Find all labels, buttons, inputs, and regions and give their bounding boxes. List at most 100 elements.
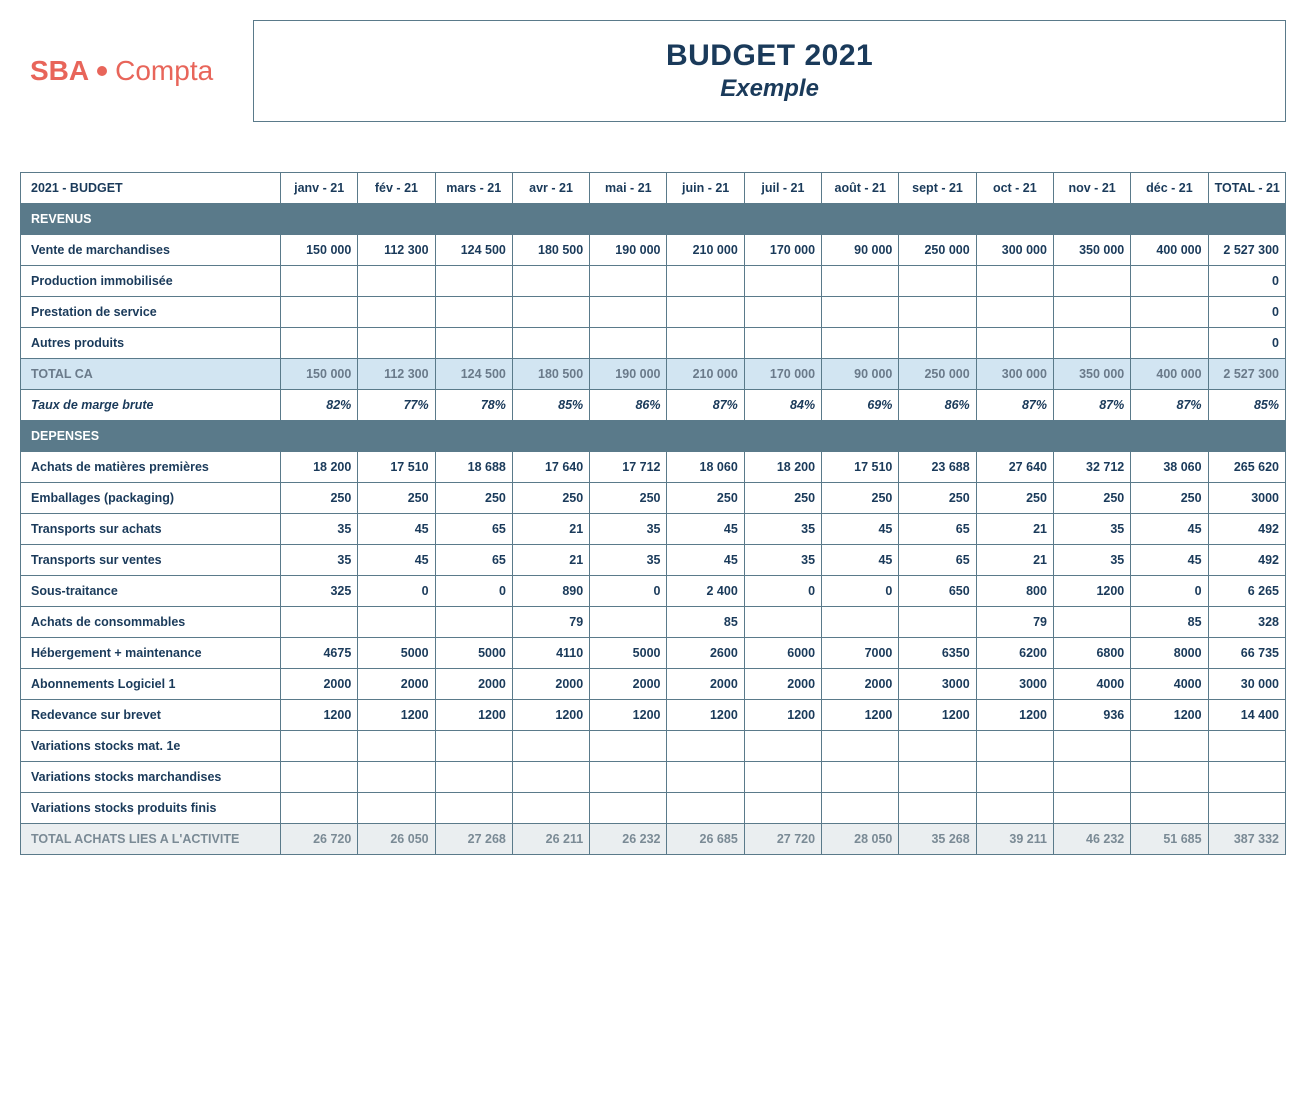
cell: 265 620 bbox=[1208, 452, 1285, 483]
cell bbox=[1053, 762, 1130, 793]
cell: 65 bbox=[435, 514, 512, 545]
cell bbox=[435, 266, 512, 297]
cell bbox=[512, 297, 589, 328]
cell bbox=[822, 421, 899, 452]
cell bbox=[899, 421, 976, 452]
cell: 5000 bbox=[358, 638, 435, 669]
cell: 170 000 bbox=[744, 235, 821, 266]
cell: 2000 bbox=[744, 669, 821, 700]
row-label: DEPENSES bbox=[21, 421, 281, 452]
table-title-cell: 2021 - BUDGET bbox=[21, 173, 281, 204]
cell: 87% bbox=[667, 390, 744, 421]
cell: 170 000 bbox=[744, 359, 821, 390]
table-row: Achats de consommables79857985328 bbox=[21, 607, 1286, 638]
cell: 6000 bbox=[744, 638, 821, 669]
cell bbox=[590, 328, 667, 359]
table-row: REVENUS bbox=[21, 204, 1286, 235]
cell bbox=[667, 762, 744, 793]
cell: 180 500 bbox=[512, 235, 589, 266]
logo-text-2: Compta bbox=[115, 55, 213, 87]
cell: 3000 bbox=[1208, 483, 1285, 514]
cell: 0 bbox=[1131, 576, 1208, 607]
cell: 210 000 bbox=[667, 359, 744, 390]
cell: 35 bbox=[744, 545, 821, 576]
cell: 5000 bbox=[590, 638, 667, 669]
cell: 90 000 bbox=[822, 359, 899, 390]
cell bbox=[358, 328, 435, 359]
cell bbox=[1208, 204, 1285, 235]
cell: 45 bbox=[358, 545, 435, 576]
cell bbox=[435, 328, 512, 359]
cell: 250 bbox=[512, 483, 589, 514]
cell: 85 bbox=[1131, 607, 1208, 638]
cell: 210 000 bbox=[667, 235, 744, 266]
cell: 0 bbox=[1208, 297, 1285, 328]
cell bbox=[435, 607, 512, 638]
cell: 85% bbox=[512, 390, 589, 421]
cell bbox=[435, 762, 512, 793]
cell: 6350 bbox=[899, 638, 976, 669]
cell: 26 050 bbox=[358, 824, 435, 855]
table-header-row: 2021 - BUDGET janv - 21fév - 21mars - 21… bbox=[21, 173, 1286, 204]
cell: 4675 bbox=[281, 638, 358, 669]
cell: 0 bbox=[744, 576, 821, 607]
row-label: Variations stocks produits finis bbox=[21, 793, 281, 824]
cell bbox=[590, 793, 667, 824]
cell: 1200 bbox=[1131, 700, 1208, 731]
cell: 26 685 bbox=[667, 824, 744, 855]
cell: 26 232 bbox=[590, 824, 667, 855]
cell: 2 527 300 bbox=[1208, 359, 1285, 390]
cell: 0 bbox=[358, 576, 435, 607]
column-header: déc - 21 bbox=[1131, 173, 1208, 204]
row-label: Vente de marchandises bbox=[21, 235, 281, 266]
cell: 890 bbox=[512, 576, 589, 607]
cell: 45 bbox=[667, 545, 744, 576]
row-label: Autres produits bbox=[21, 328, 281, 359]
cell: 250 bbox=[1131, 483, 1208, 514]
cell: 4110 bbox=[512, 638, 589, 669]
cell bbox=[1053, 607, 1130, 638]
cell bbox=[512, 793, 589, 824]
row-label: Hébergement + maintenance bbox=[21, 638, 281, 669]
cell: 45 bbox=[822, 514, 899, 545]
cell bbox=[281, 266, 358, 297]
logo-dot-icon bbox=[97, 66, 107, 76]
cell: 26 720 bbox=[281, 824, 358, 855]
column-header: nov - 21 bbox=[1053, 173, 1130, 204]
cell bbox=[1053, 204, 1130, 235]
cell: 250 bbox=[976, 483, 1053, 514]
table-row: Abonnements Logiciel 1200020002000200020… bbox=[21, 669, 1286, 700]
cell: 0 bbox=[1208, 266, 1285, 297]
cell bbox=[358, 793, 435, 824]
cell: 4000 bbox=[1131, 669, 1208, 700]
cell bbox=[1131, 731, 1208, 762]
cell: 1200 bbox=[512, 700, 589, 731]
cell: 124 500 bbox=[435, 359, 512, 390]
cell bbox=[1208, 731, 1285, 762]
cell: 124 500 bbox=[435, 235, 512, 266]
cell: 35 bbox=[281, 514, 358, 545]
row-label: Redevance sur brevet bbox=[21, 700, 281, 731]
cell: 1200 bbox=[435, 700, 512, 731]
cell bbox=[1131, 793, 1208, 824]
cell: 1200 bbox=[1053, 576, 1130, 607]
cell: 2000 bbox=[281, 669, 358, 700]
cell bbox=[1053, 297, 1130, 328]
table-row: TOTAL ACHATS LIES A L'ACTIVITE26 72026 0… bbox=[21, 824, 1286, 855]
cell bbox=[281, 421, 358, 452]
cell: 250 000 bbox=[899, 359, 976, 390]
cell: 78% bbox=[435, 390, 512, 421]
cell: 77% bbox=[358, 390, 435, 421]
cell: 0 bbox=[822, 576, 899, 607]
cell: 35 268 bbox=[899, 824, 976, 855]
cell bbox=[1131, 204, 1208, 235]
cell: 2000 bbox=[512, 669, 589, 700]
cell bbox=[744, 762, 821, 793]
cell bbox=[358, 762, 435, 793]
cell: 800 bbox=[976, 576, 1053, 607]
cell: 250 000 bbox=[899, 235, 976, 266]
cell: 87% bbox=[1053, 390, 1130, 421]
cell bbox=[667, 297, 744, 328]
cell: 300 000 bbox=[976, 359, 1053, 390]
cell: 82% bbox=[281, 390, 358, 421]
